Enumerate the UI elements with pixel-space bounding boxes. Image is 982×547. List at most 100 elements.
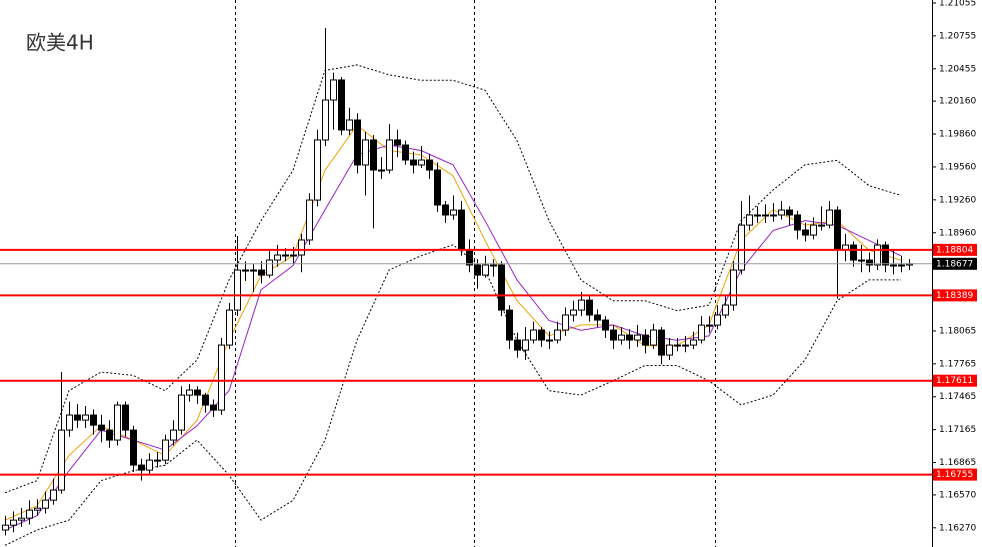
candle-body: [458, 209, 465, 251]
candle-body: [522, 339, 529, 351]
candle-body: [786, 209, 793, 216]
y-tick-label: 1.21055: [939, 0, 976, 8]
candle-body: [498, 264, 505, 311]
candle-body: [874, 244, 881, 266]
candle-body: [666, 344, 673, 356]
candle-body: [202, 394, 209, 406]
candle-body: [210, 404, 217, 411]
level-label: 1.18389: [936, 291, 973, 301]
candle-body: [610, 329, 617, 341]
y-tick-label: 1.18065: [939, 326, 976, 336]
candle-body: [594, 314, 601, 321]
level-label: 1.16755: [936, 470, 973, 480]
candle-body: [306, 199, 313, 241]
candle-body: [658, 329, 665, 356]
candle-body: [290, 254, 297, 257]
candle-body: [154, 459, 161, 462]
candle-body: [490, 264, 497, 267]
candle-body: [2, 524, 9, 531]
candle-body: [410, 159, 417, 166]
candle-body: [338, 79, 345, 131]
level-box: [933, 243, 977, 256]
candle-body: [314, 139, 321, 201]
candle-body: [890, 264, 897, 267]
candle-body: [170, 429, 177, 441]
indicator-line: [4, 124, 902, 521]
y-tick-label: 1.19260: [939, 195, 976, 205]
candle-body: [434, 169, 441, 206]
candle-body: [538, 329, 545, 341]
candle-body: [698, 324, 705, 341]
current-price-box: [933, 257, 977, 270]
candle-body: [130, 429, 137, 466]
candle-body: [402, 144, 409, 161]
candle-body: [10, 519, 17, 526]
candle-body: [74, 414, 81, 421]
candle-body: [570, 309, 577, 316]
candle-body: [418, 159, 425, 166]
candle-body: [506, 309, 513, 341]
level-label: 1.17611: [936, 376, 973, 386]
candle-body: [138, 464, 145, 471]
candle-body: [466, 249, 473, 266]
candle-body: [586, 299, 593, 316]
candle-body: [762, 214, 769, 217]
candle-body: [754, 214, 761, 217]
candle-body: [858, 259, 865, 262]
candle-body: [106, 429, 113, 441]
candle-body: [330, 79, 337, 101]
candle-body: [794, 214, 801, 231]
candle-body: [234, 269, 241, 311]
y-tick-label: 1.17165: [939, 425, 976, 435]
candle-body: [802, 229, 809, 236]
candle-body: [882, 244, 889, 266]
candle-body: [722, 304, 729, 316]
chart-title: 欧美4H: [26, 31, 94, 55]
candle-body: [82, 414, 89, 421]
indicator-line: [4, 244, 901, 546]
candle-body: [450, 209, 457, 216]
candle-body: [618, 334, 625, 341]
candle-body: [602, 319, 609, 331]
candle-body: [370, 139, 377, 171]
candle-body: [226, 309, 233, 346]
candle-body: [706, 324, 713, 327]
candle-body: [674, 344, 681, 347]
y-tick-label: 1.16865: [939, 458, 976, 468]
candle-body: [274, 254, 281, 261]
candle-body: [354, 119, 361, 166]
candle-body: [378, 169, 385, 172]
y-tick-label: 1.19860: [939, 130, 976, 140]
candle-body: [162, 439, 169, 461]
candle-body: [578, 299, 585, 311]
level-box: [933, 374, 977, 387]
candle-body: [810, 224, 817, 236]
candle-body: [34, 507, 41, 511]
y-tick-label: 1.16270: [939, 523, 976, 533]
candle-body: [90, 414, 97, 426]
candle-body: [250, 269, 257, 272]
candle-body: [50, 489, 57, 501]
candle-body: [386, 139, 393, 171]
y-tick-label: 1.16570: [939, 490, 976, 500]
candle-body: [346, 119, 353, 131]
candle-body: [626, 334, 633, 341]
current-price-label: 1.18677: [936, 259, 973, 269]
period-separators: [235, 0, 716, 547]
candle-body: [738, 224, 745, 271]
candle-body: [258, 269, 265, 276]
candle-body: [26, 509, 33, 519]
candle-body: [850, 244, 857, 261]
candle-body: [186, 389, 193, 396]
y-tick-label: 1.17465: [939, 392, 976, 402]
candle-body: [242, 269, 249, 272]
candle-body: [818, 224, 825, 227]
candle-body: [690, 339, 697, 346]
level-box: [933, 468, 977, 481]
y-tick-label: 1.20755: [939, 31, 976, 41]
candle-body: [298, 239, 305, 256]
candle-body: [362, 139, 369, 166]
candle-body: [778, 209, 785, 216]
candle-body: [98, 424, 105, 431]
